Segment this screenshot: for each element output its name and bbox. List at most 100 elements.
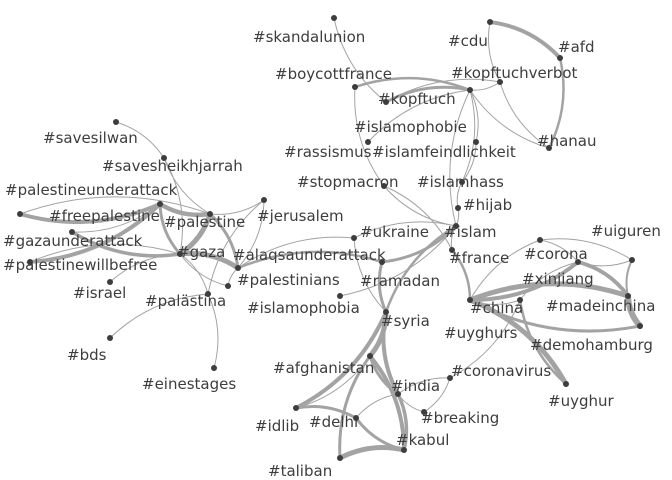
node-skandalunion: [331, 15, 337, 21]
edge-boycottfrance-islamophobie: [353, 76, 472, 92]
edge-islam-ukraine: [353, 221, 457, 239]
edge-boycottfrance-stopmacron: [354, 86, 385, 187]
edge-cdu-afd: [488, 20, 562, 60]
edge-palastina-einestages: [207, 293, 219, 369]
node-label-xinjiang: #xinjiang: [522, 270, 594, 288]
node-label-coronavirus: #coronavirus: [451, 362, 551, 380]
node-label-corona: #corona: [524, 245, 588, 263]
labels-layer: #skandalunion #cdu #afd #boycottfrance #kopf…: [3, 28, 661, 480]
node-madeinchina: [625, 293, 631, 299]
edge-china-uyghur: [467, 297, 569, 387]
node-coronavirus: [447, 375, 453, 381]
node-label-islamophobie: #islamophobie: [354, 118, 467, 136]
node-label-hanau: #hanau: [537, 132, 596, 150]
node-uyghur: [563, 381, 569, 387]
edge-skandalunion-kopftuch: [333, 17, 387, 103]
node-label-idlib: #idlib: [255, 417, 299, 435]
node-islam: [453, 223, 459, 229]
edge-alaqsaunderattack-ramadan: [236, 250, 384, 270]
node-label-savesheikhjarrah: #savesheikhjarrah: [102, 157, 243, 175]
edge-palestine-jerusalem: [209, 199, 265, 215]
edge-palestinewillbefree-freepalestine: [28, 202, 162, 264]
node-label-kopftuchverbot: #kopftuchverbot: [451, 64, 578, 82]
node-label-skandalunion: #skandalunion: [253, 28, 365, 46]
edge-corona-xinjiang: [539, 239, 579, 263]
node-label-boycottfrance: #boycottfrance: [275, 65, 392, 83]
node-france: [449, 247, 455, 253]
node-islamophobia: [337, 293, 343, 299]
node-einestages: [211, 365, 217, 371]
node-label-kabul: #kabul: [396, 431, 449, 449]
edge-alaqsaunderattack-ukraine: [237, 236, 355, 269]
node-afghanistan: [367, 353, 373, 359]
node-palestine: [207, 211, 213, 217]
edge-corona-china: [469, 239, 541, 301]
node-label-delhi: #delhi: [309, 413, 358, 431]
node-label-uyghur: #uyghur: [548, 392, 614, 410]
edge-jerusalem-palastina: [207, 199, 265, 295]
edge-kopftuchverbot-islamophobie: [469, 81, 501, 91]
node-kopftuch: [383, 99, 389, 105]
node-hanau: [546, 145, 552, 151]
edge-ukraine-syria: [353, 237, 387, 313]
node-cdu: [487, 19, 493, 25]
node-demohamburg: [637, 323, 643, 329]
node-uyghurs: [517, 297, 523, 303]
node-uiguren: [629, 257, 635, 263]
edge-gaza-israel: [109, 253, 181, 283]
edge-india-delhi: [355, 393, 399, 419]
edge-xinjiang-madeinchina: [576, 260, 630, 298]
node-gaza: [177, 251, 183, 257]
edge-palestineunderattack-freepalestine: [18, 202, 162, 225]
node-china: [467, 297, 473, 303]
node-stopmacron: [381, 183, 387, 189]
edge-uyghurs-coronavirus: [449, 299, 521, 379]
edge-kopftuchverbot-hanau: [499, 81, 550, 149]
node-label-uyghurs: #uyghurs: [444, 324, 518, 342]
edge-kabul-taliban: [337, 445, 407, 461]
edge-islam-ramadan: [380, 224, 458, 264]
node-label-gazaunderattack: #gazaunderattack: [3, 232, 143, 250]
node-freepalestine: [157, 201, 163, 207]
node-label-india: #india: [391, 377, 440, 395]
node-alaqsaunderattack: [235, 265, 241, 271]
node-kabul: [401, 447, 407, 453]
node-bds: [107, 335, 113, 341]
node-label-china: #china: [470, 299, 523, 317]
node-label-islam: #islam: [444, 223, 497, 241]
node-label-stopmacron: #stopmacron: [297, 173, 399, 191]
edge-delhi-idlib: [294, 404, 358, 420]
node-label-breaking: #breaking: [421, 409, 499, 427]
edge-coronavirus-india: [397, 377, 451, 395]
node-rassismus: [365, 139, 371, 145]
edge-afghanistan-idlib: [295, 355, 371, 409]
edge-islamophobie-hanau: [469, 89, 550, 149]
node-label-kopftuch: #kopftuch: [378, 90, 456, 108]
node-idlib: [293, 405, 299, 411]
edge-savesilwan-savesheikhjarrah: [115, 121, 165, 159]
node-islamfeindlichkeit: [473, 139, 479, 145]
node-israel: [107, 279, 113, 285]
node-boycottfrance: [352, 84, 358, 90]
edge-palestine-alaqsaunderattack: [208, 212, 240, 270]
node-label-palestinewillbefree: #palestinewillbefree: [3, 256, 157, 274]
node-label-afd: #afd: [558, 38, 595, 56]
edge-india-kabul: [396, 392, 409, 452]
edge-cdu-kopftuchverbot: [487, 21, 501, 83]
edge-ramadan-syria: [377, 260, 388, 314]
edge-syria-idlib: [294, 310, 388, 410]
edge-afd-hanau: [547, 56, 565, 150]
node-palestineunderattack: [17, 211, 23, 217]
node-breaking: [421, 409, 427, 415]
node-label-savesilwan: #savesilwan: [43, 129, 138, 147]
node-syria: [383, 309, 389, 315]
node-label-gaza: #gaza: [177, 243, 225, 261]
node-label-palastina: #palästina: [145, 292, 226, 310]
node-label-uiguren: #uiguren: [591, 222, 661, 240]
edge-jerusalem-alaqsaunderattack: [237, 199, 265, 269]
node-label-einestages: #einestages: [142, 375, 236, 393]
edge-palastina-bds: [109, 293, 209, 339]
node-label-demohamburg: #demohamburg: [530, 336, 653, 354]
node-label-islamophobia: #islamophobia: [247, 299, 360, 317]
